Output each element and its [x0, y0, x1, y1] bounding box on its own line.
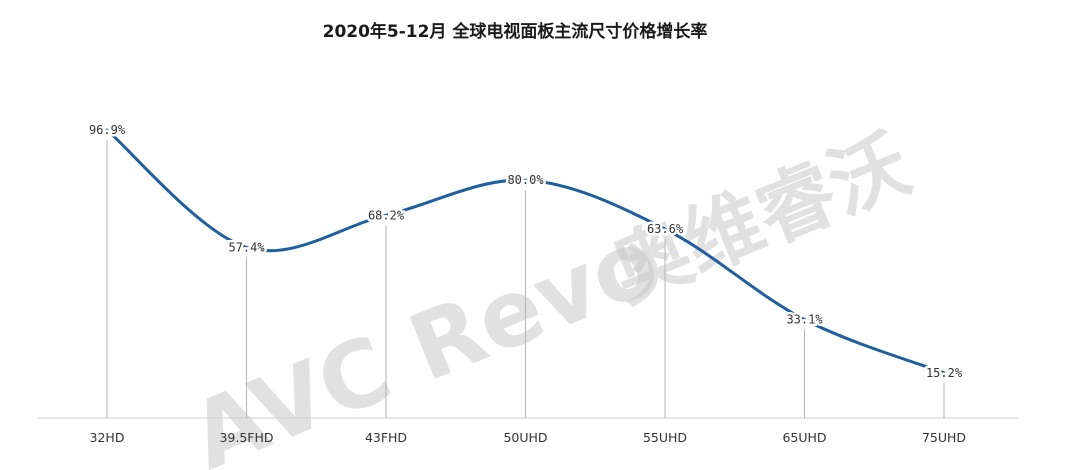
x-tick-label-32HD: 32HD — [90, 430, 125, 445]
x-tick-label-39.5FHD: 39.5FHD — [219, 430, 273, 445]
data-label-65UHD: 33.1% — [786, 313, 823, 327]
x-tick-label-75UHD: 75UHD — [922, 430, 966, 445]
data-label-32HD: 96.9% — [89, 123, 126, 137]
x-tick-label-43FHD: 43FHD — [365, 430, 407, 445]
series-line — [105, 128, 946, 375]
chart-title: 2020年5-12月 全球电视面板主流尺寸价格增长率 — [323, 21, 708, 42]
data-label-75UHD: 15.2% — [926, 366, 963, 380]
data-label-39.5FHD: 57.4% — [228, 240, 265, 254]
x-tick-label-65UHD: 65UHD — [782, 430, 826, 445]
data-label-55UHD: 63.6% — [647, 222, 684, 236]
data-labels: 96.9% 57.4% 68.2% 80.0% 63.6% 33.1% 15.2% — [86, 121, 965, 383]
x-tick-label-50UHD: 50UHD — [503, 430, 547, 445]
x-tick-label-55UHD: 55UHD — [643, 430, 687, 445]
data-label-50UHD: 80.0% — [507, 173, 544, 187]
x-tick-labels: 32HD 39.5FHD 43FHD 50UHD 55UHD 65UHD 75UHD — [90, 430, 967, 445]
data-label-43FHD: 68.2% — [368, 208, 405, 222]
drop-lines — [106, 140, 945, 418]
watermark: AVC Revo 奥维睿沃 — [177, 119, 922, 470]
